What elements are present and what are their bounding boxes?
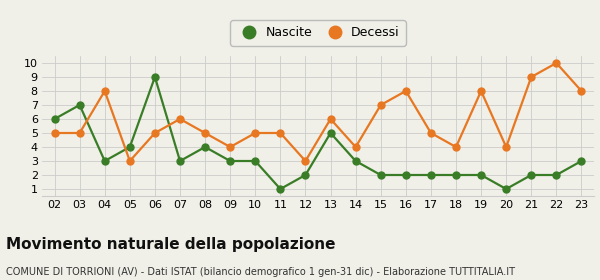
Decessi	[427, 131, 434, 135]
Decessi	[352, 145, 359, 149]
Decessi	[503, 145, 510, 149]
Decessi	[76, 131, 83, 135]
Decessi	[277, 131, 284, 135]
Decessi	[578, 89, 585, 93]
Decessi	[101, 89, 109, 93]
Decessi	[377, 103, 385, 107]
Decessi	[553, 61, 560, 65]
Nascite	[126, 145, 133, 149]
Nascite	[251, 159, 259, 163]
Line: Nascite: Nascite	[51, 74, 585, 192]
Decessi	[251, 131, 259, 135]
Nascite	[227, 159, 234, 163]
Decessi	[327, 117, 334, 121]
Decessi	[126, 159, 133, 163]
Decessi	[478, 89, 485, 93]
Nascite	[402, 173, 409, 177]
Nascite	[553, 173, 560, 177]
Nascite	[527, 173, 535, 177]
Nascite	[352, 159, 359, 163]
Nascite	[327, 131, 334, 135]
Decessi	[51, 131, 58, 135]
Decessi	[302, 159, 309, 163]
Decessi	[176, 117, 184, 121]
Decessi	[402, 89, 409, 93]
Line: Decessi: Decessi	[51, 60, 585, 164]
Legend: Nascite, Decessi: Nascite, Decessi	[230, 20, 406, 46]
Nascite	[51, 117, 58, 121]
Nascite	[202, 145, 209, 149]
Nascite	[377, 173, 385, 177]
Nascite	[503, 187, 510, 191]
Decessi	[527, 75, 535, 79]
Text: Movimento naturale della popolazione: Movimento naturale della popolazione	[6, 237, 335, 252]
Nascite	[277, 187, 284, 191]
Decessi	[151, 131, 158, 135]
Decessi	[202, 131, 209, 135]
Nascite	[427, 173, 434, 177]
Decessi	[227, 145, 234, 149]
Nascite	[176, 159, 184, 163]
Text: COMUNE DI TORRIONI (AV) - Dati ISTAT (bilancio demografico 1 gen-31 dic) - Elabo: COMUNE DI TORRIONI (AV) - Dati ISTAT (bi…	[6, 267, 515, 277]
Nascite	[151, 75, 158, 79]
Nascite	[478, 173, 485, 177]
Nascite	[452, 173, 460, 177]
Nascite	[76, 103, 83, 107]
Nascite	[101, 159, 109, 163]
Decessi	[452, 145, 460, 149]
Nascite	[578, 159, 585, 163]
Nascite	[302, 173, 309, 177]
